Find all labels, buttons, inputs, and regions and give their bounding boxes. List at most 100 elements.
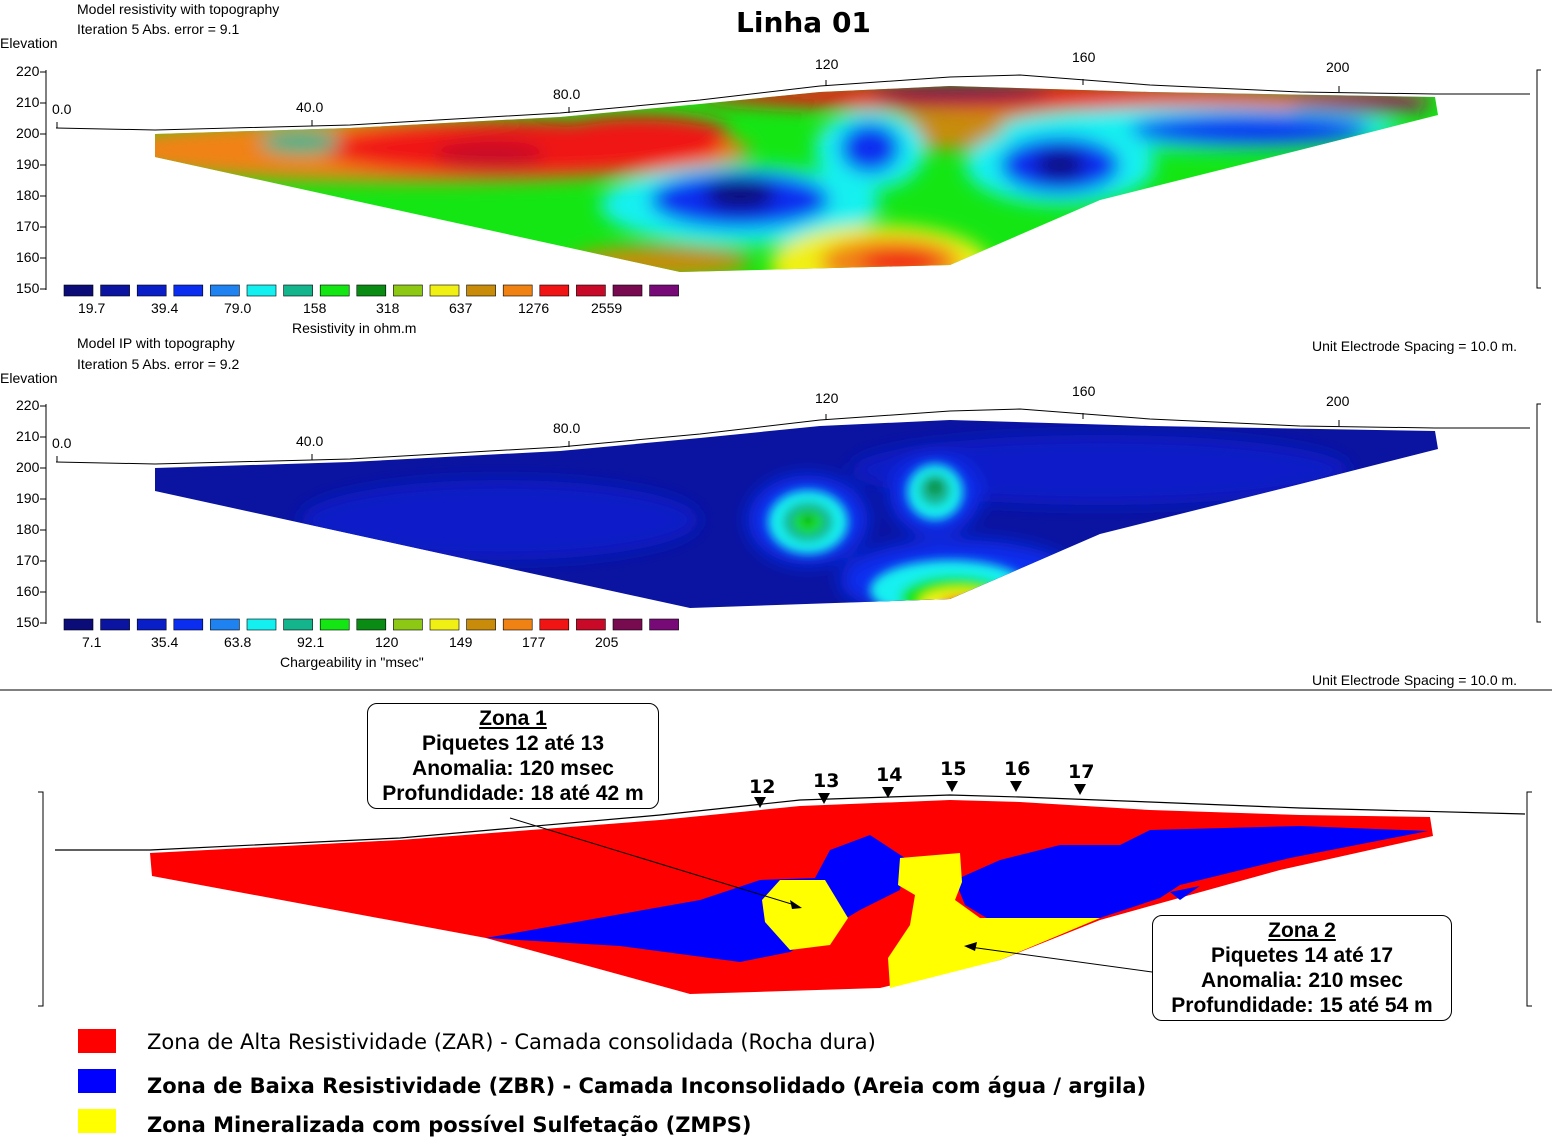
panel2-elev-tick: 220 xyxy=(16,397,40,413)
scale-swatch xyxy=(210,618,240,631)
panel1-elev-tick: 150 xyxy=(16,280,40,296)
scale-swatch xyxy=(393,284,423,297)
scale-swatch xyxy=(539,618,570,631)
panel2-scale-value: 63.8 xyxy=(224,634,252,650)
panel2-scale-value: 149 xyxy=(449,634,473,650)
zona1-callout: Zona 1 Piquetes 12 até 13 Anomalia: 120 … xyxy=(367,703,659,809)
scale-swatch xyxy=(283,284,313,297)
scale-swatch xyxy=(319,618,350,631)
scale-swatch xyxy=(356,618,387,631)
panel2-x-tick: 0.0 xyxy=(52,435,72,451)
zona1-profundidade: Profundidade: 18 até 42 m xyxy=(382,782,644,805)
panel2-electrode-spacing: Unit Electrode Spacing = 10.0 m. xyxy=(1312,672,1518,688)
zona1-title: Zona 1 xyxy=(479,707,547,730)
panel1-x-tick: 120 xyxy=(815,56,839,72)
panel1-axes xyxy=(40,69,1541,290)
panel2-scale-value: 35.4 xyxy=(151,634,179,650)
panel1-scale-value: 637 xyxy=(449,300,473,316)
panel2-elev-tick: 160 xyxy=(16,583,40,599)
scale-swatch xyxy=(63,618,94,631)
interpretation-section xyxy=(38,781,1532,1007)
panel1-elev-tick: 210 xyxy=(16,94,40,110)
scale-swatch xyxy=(393,618,423,631)
scale-swatch xyxy=(210,284,240,297)
scale-swatch xyxy=(539,284,570,297)
panel2-elev-tick: 200 xyxy=(16,459,40,475)
panel2-header-iteration: Iteration 5 Abs. error = 9.2 xyxy=(77,356,240,372)
panel1-x-tick: 40.0 xyxy=(296,99,324,115)
panel2-elev-tick: 150 xyxy=(16,614,40,630)
panel1-scale-title: Resistivity in ohm.m xyxy=(292,320,417,336)
scale-swatch xyxy=(612,618,643,631)
piquete-label: 16 xyxy=(1004,758,1031,780)
scale-swatch xyxy=(649,284,679,297)
scale-swatch xyxy=(100,618,130,631)
zmps-region xyxy=(888,853,1100,988)
piquete-label: 13 xyxy=(813,770,840,792)
scale-swatch xyxy=(136,618,167,631)
panel1-x-tick: 80.0 xyxy=(553,86,581,102)
zona2-profundidade: Profundidade: 15 até 54 m xyxy=(1171,994,1433,1017)
legend-label-zbr: Zona de Baixa Resistividade (ZBR) - Cama… xyxy=(147,1074,1147,1098)
piquete-label: 14 xyxy=(876,764,903,786)
panel1-x-tick: 160 xyxy=(1072,49,1096,65)
scale-swatch xyxy=(100,284,130,297)
panel2-scale-value: 7.1 xyxy=(82,634,102,650)
panel1-x-tick: 200 xyxy=(1326,59,1350,75)
panel2-scale-value: 205 xyxy=(595,634,619,650)
resistivity-section xyxy=(155,86,1438,272)
chargeability-section xyxy=(155,420,1438,608)
scale-swatch xyxy=(612,284,643,297)
panel2-scale-title: Chargeability in "msec" xyxy=(280,654,424,670)
zona2-anomalia: Anomalia: 210 msec xyxy=(1201,969,1403,992)
piquete-marker xyxy=(754,797,766,808)
panel2-elev-tick: 170 xyxy=(16,552,40,568)
zbr-region xyxy=(955,826,1428,920)
piquete-marker xyxy=(946,781,958,792)
panel1-header-iteration: Iteration 5 Abs. error = 9.1 xyxy=(77,21,240,37)
piquete-label: 15 xyxy=(940,758,967,780)
panel1-elev-tick: 220 xyxy=(16,63,40,79)
panel1-scale-value: 318 xyxy=(376,300,400,316)
scale-swatch xyxy=(246,284,277,297)
scale-swatch xyxy=(283,618,313,631)
legend-swatch-zar xyxy=(78,1029,116,1053)
zona2-callout: Zona 2 Piquetes 14 até 17 Anomalia: 210 … xyxy=(1152,915,1452,1021)
panel2-elev-tick: 210 xyxy=(16,428,40,444)
panel2-elev-tick: 190 xyxy=(16,490,40,506)
scale-swatch xyxy=(173,284,204,297)
panel2-elevation-label: Elevation xyxy=(0,370,58,386)
panel1-scale-value: 19.7 xyxy=(78,300,106,316)
piquete-markers xyxy=(754,781,1086,808)
scale-swatch xyxy=(576,284,606,297)
scale-swatch xyxy=(466,284,496,297)
scale-swatch xyxy=(63,284,94,297)
panel2-x-tick: 200 xyxy=(1326,393,1350,409)
panel2-x-tick: 80.0 xyxy=(553,420,581,436)
panel2-scale-value: 120 xyxy=(375,634,399,650)
panel2-x-tick: 120 xyxy=(815,390,839,406)
panel2-x-tick: 40.0 xyxy=(296,433,324,449)
piquete-label: 17 xyxy=(1068,761,1095,783)
panel2-axes xyxy=(40,403,1541,624)
scale-swatch xyxy=(502,618,533,631)
panel1-elev-tick: 180 xyxy=(16,187,40,203)
scale-swatch xyxy=(173,618,204,631)
scale-swatch xyxy=(502,284,533,297)
panel1-scale-value: 2559 xyxy=(591,300,623,316)
panel2-elev-tick: 180 xyxy=(16,521,40,537)
zona2-title: Zona 2 xyxy=(1268,919,1336,942)
legend-label-zar: Zona de Alta Resistividade (ZAR) - Camad… xyxy=(147,1030,876,1054)
scale-swatch xyxy=(246,618,277,631)
panel1-elev-tick: 170 xyxy=(16,218,40,234)
scale-swatch xyxy=(429,618,460,631)
scale-swatch xyxy=(576,618,606,631)
zona1-anomalia: Anomalia: 120 msec xyxy=(412,757,614,780)
legend-swatch-zbr xyxy=(78,1069,116,1093)
scale-swatch xyxy=(649,618,679,631)
zona1-piquetes: Piquetes 12 até 13 xyxy=(421,732,605,755)
zona2-piquetes: Piquetes 14 até 17 xyxy=(1210,944,1394,967)
scale-swatch xyxy=(319,284,350,297)
piquete-marker xyxy=(818,793,830,804)
